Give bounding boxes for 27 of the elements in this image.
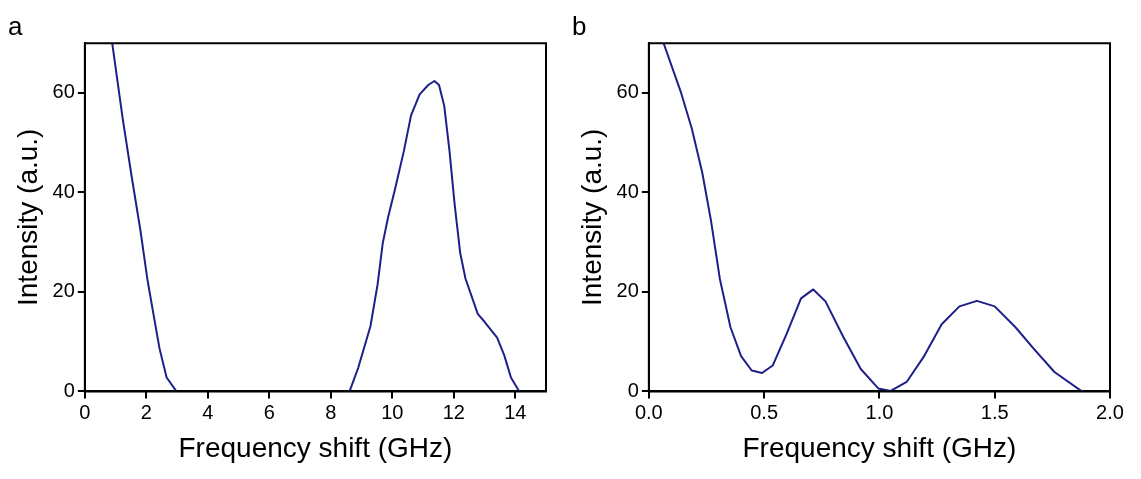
y-axis-title: Intensity (a.u.): [11, 128, 43, 306]
x-tick-label: 10: [381, 400, 404, 423]
x-tick-label: 1.5: [980, 400, 1009, 423]
y-tick-label: 0: [627, 378, 639, 401]
y-tick-label: 60: [52, 80, 75, 103]
x-axis-title: Frequency shift (GHz): [742, 431, 1017, 463]
x-tick-label: 0: [79, 400, 91, 423]
chart-title: a: [8, 10, 23, 41]
x-tick-label: 4: [202, 400, 214, 423]
x-tick-label: 2.0: [1096, 400, 1124, 423]
x-tick-label: 6: [263, 400, 275, 423]
y-tick-label: 20: [616, 279, 639, 302]
x-tick-label: 1.0: [865, 400, 894, 423]
x-tick-label: 14: [504, 400, 527, 423]
x-tick-label: 2: [140, 400, 152, 423]
x-tick-label: 0.5: [750, 400, 779, 423]
x-tick-label: 12: [442, 400, 465, 423]
y-tick-label: 20: [52, 279, 75, 302]
chart-title: b: [572, 10, 587, 41]
y-tick-label: 40: [52, 179, 75, 202]
x-axis-title: Frequency shift (GHz): [178, 431, 453, 463]
y-tick-label: 40: [616, 179, 639, 202]
x-tick-label: 0.0: [634, 400, 663, 423]
y-tick-label: 0: [63, 378, 75, 401]
x-tick-label: 8: [325, 400, 337, 423]
y-axis-title: Intensity (a.u.): [575, 128, 607, 306]
y-tick-label: 60: [616, 80, 639, 103]
